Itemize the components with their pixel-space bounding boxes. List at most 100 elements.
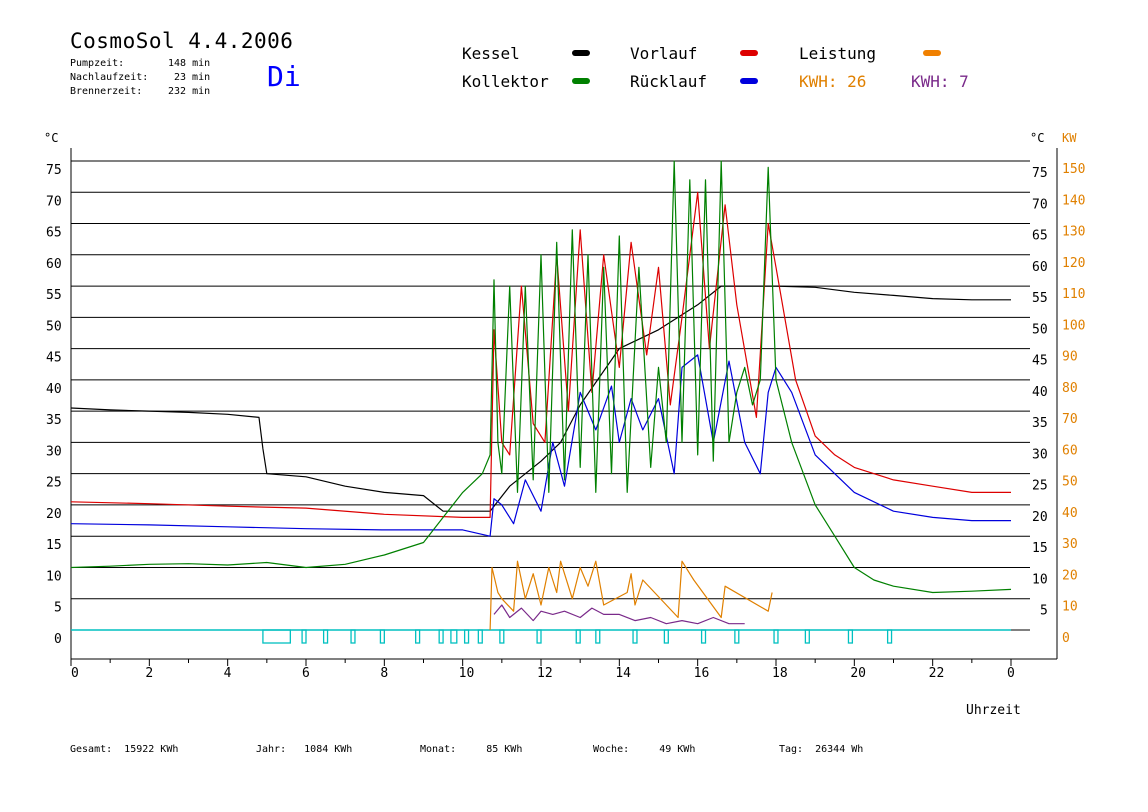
pump-interval: [536, 629, 542, 644]
legend-swatch-leistung: [923, 50, 941, 56]
y-tick-label-right-kw: 50: [1062, 475, 1078, 490]
y-tick-label-right-kw: 20: [1062, 568, 1078, 583]
footer-gesamt: Gesamt: 15922 KWh: [70, 744, 179, 755]
x-axis-label: Uhrzeit: [966, 703, 1021, 718]
y-tick-label-right-kw: 70: [1062, 412, 1078, 427]
pump-interval: [262, 629, 291, 644]
pump-interval: [450, 629, 458, 644]
x-tick-label: 22: [929, 666, 945, 681]
pump-interval: [415, 629, 421, 644]
weekday-label: Di: [267, 60, 301, 93]
brennerzeit-value: 232 min: [168, 86, 211, 97]
y-tick-label-right-celsius: 55: [1032, 291, 1048, 306]
pump-interval: [886, 629, 893, 644]
x-tick-label: 10: [459, 666, 475, 681]
x-tick-label: 2: [145, 666, 153, 681]
nachlaufzeit-label: Nachlaufzeit:: [70, 72, 149, 83]
y-tick-label-left: 15: [46, 538, 62, 553]
y-tick-label-right-kw: 80: [1062, 381, 1078, 396]
y-tick-label-left: 40: [46, 382, 62, 397]
legend-swatch-vorlauf: [740, 50, 758, 56]
y-tick-label-right-celsius: 10: [1032, 572, 1048, 587]
legend-label-leistung: Leistung: [799, 44, 877, 63]
left-axis-unit: °C: [44, 131, 58, 145]
y-tick-label-right-kw: 0: [1062, 631, 1070, 646]
y-tick-label-right-kw: 150: [1062, 162, 1085, 177]
x-tick-label: 4: [224, 666, 232, 681]
y-tick-label-right-celsius: 30: [1032, 447, 1048, 462]
right-axis-unit-kw: KW: [1062, 131, 1077, 145]
pump-interval: [804, 629, 810, 644]
y-tick-label-left: 75: [46, 163, 62, 178]
pump-interval: [575, 629, 581, 644]
y-tick-label-right-celsius: 5: [1040, 604, 1048, 619]
y-tick-label-left: 45: [46, 351, 62, 366]
y-tick-label-left: 25: [46, 476, 62, 491]
y-tick-label-right-celsius: 40: [1032, 385, 1048, 400]
y-tick-label-left: 30: [46, 444, 62, 459]
x-tick-label: 20: [850, 666, 866, 681]
x-tick-label: 14: [615, 666, 631, 681]
pump-interval: [379, 629, 385, 644]
pump-interval: [477, 629, 483, 644]
pump-interval: [847, 629, 854, 644]
x-tick-label: 6: [302, 666, 310, 681]
y-tick-label-left: 5: [54, 601, 62, 616]
y-tick-label-right-celsius: 35: [1032, 416, 1048, 431]
y-tick-label-right-celsius: 65: [1032, 229, 1048, 244]
legend-label-kollektor: Kollektor: [462, 72, 549, 91]
y-tick-label-right-kw: 110: [1062, 287, 1085, 302]
pump-interval: [632, 629, 638, 644]
pump-interval: [700, 629, 707, 644]
legend-label-ruecklauf: Rücklauf: [630, 72, 708, 91]
y-tick-label-right-kw: 100: [1062, 318, 1085, 333]
x-tick-label: 18: [772, 666, 788, 681]
pump-interval: [499, 629, 505, 644]
chart-series: [70, 160, 1012, 631]
y-tick-label-right-celsius: 45: [1032, 354, 1048, 369]
series-line-vorlauf: [70, 191, 1011, 519]
legend-kwh-solar: KWH: 26: [799, 72, 867, 91]
pump-interval: [301, 629, 307, 644]
y-tick-label-left: 20: [46, 507, 62, 522]
legend-kwh-burner: KWH: 7: [911, 72, 969, 91]
y-tick-label-left: 65: [46, 226, 62, 241]
x-tick-label: 12: [537, 666, 553, 681]
pump-interval: [463, 629, 470, 644]
footer-jahr: Jahr: 1084 KWh: [256, 744, 353, 755]
y-tick-label-right-kw: 40: [1062, 506, 1078, 521]
series-line-leistung: [489, 560, 773, 631]
pump-interval: [350, 629, 356, 644]
footer-monat: Monat: 85 KWh: [420, 744, 523, 755]
x-tick-label: 8: [380, 666, 388, 681]
y-tick-label-right-celsius: 70: [1032, 197, 1048, 212]
y-tick-label-left: 35: [46, 413, 62, 428]
y-tick-label-right-kw: 10: [1062, 600, 1078, 615]
legend-label-vorlauf: Vorlauf: [630, 44, 698, 63]
y-tick-label-right-kw: 90: [1062, 350, 1078, 365]
pump-interval: [663, 629, 669, 644]
legend-swatch-ruecklauf: [740, 78, 758, 84]
y-tick-label-right-celsius: 20: [1032, 510, 1048, 525]
y-tick-label-left: 70: [46, 194, 62, 209]
pump-interval: [322, 629, 329, 644]
footer-tag: Tag: 26344 Wh: [779, 744, 864, 755]
series-line-kessel: [70, 285, 1011, 512]
y-tick-label-right-celsius: 50: [1032, 322, 1048, 337]
y-tick-label-right-celsius: 15: [1032, 541, 1048, 556]
y-tick-label-right-kw: 30: [1062, 537, 1078, 552]
series-line-kollektor: [70, 160, 1012, 594]
nachlaufzeit-value: 23 min: [174, 72, 211, 83]
y-tick-label-right-kw: 140: [1062, 193, 1085, 208]
chart-axes: [70, 148, 1058, 660]
y-tick-label-left: 60: [46, 257, 62, 272]
legend-label-kessel: Kessel: [462, 44, 520, 63]
y-tick-label-right-kw: 120: [1062, 256, 1085, 271]
y-tick-label-right-kw: 130: [1062, 225, 1085, 240]
pump-interval: [595, 629, 601, 644]
y-tick-label-right-celsius: 75: [1032, 166, 1048, 181]
y-tick-label-left: 0: [54, 632, 62, 647]
legend-swatch-kollektor: [572, 78, 590, 84]
x-tick-label: 0: [1007, 666, 1015, 681]
